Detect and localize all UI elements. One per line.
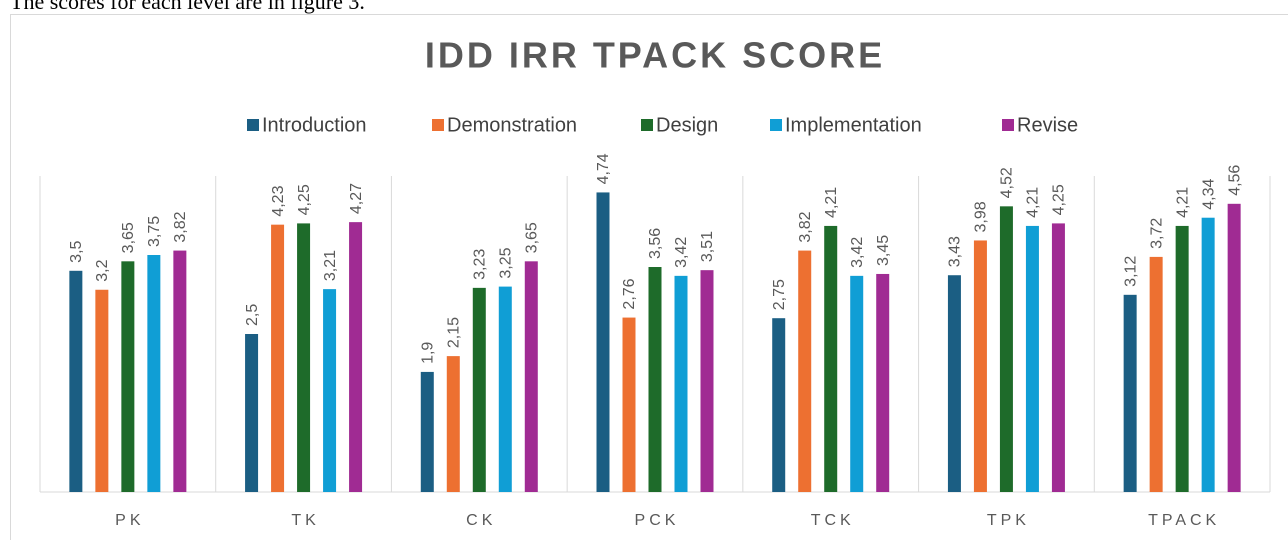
data-label: 3,42 <box>849 237 866 268</box>
bar <box>271 224 285 492</box>
legend-label: Demonstration <box>447 114 577 136</box>
data-label: 3,65 <box>524 222 541 253</box>
bar <box>1175 225 1189 493</box>
bar <box>297 223 311 492</box>
data-label: 4,74 <box>595 153 612 184</box>
bar <box>323 289 337 492</box>
data-label: 2,15 <box>446 317 463 348</box>
bar <box>850 275 864 492</box>
data-label: 1,9 <box>420 342 437 364</box>
data-label: 4,25 <box>1051 184 1068 215</box>
bar <box>420 371 434 492</box>
bar <box>121 261 135 492</box>
caption: The scores for each level are in figure … <box>10 0 365 14</box>
legend-label: Revise <box>1017 114 1078 136</box>
data-label: 3,98 <box>973 201 990 232</box>
x-tick-label: PK <box>115 512 144 529</box>
bar <box>1201 217 1215 492</box>
data-label: 4,52 <box>999 167 1016 198</box>
data-label: 4,34 <box>1200 178 1217 209</box>
data-label: 4,25 <box>296 184 313 215</box>
bar <box>1227 203 1241 493</box>
data-label: 4,21 <box>1174 187 1191 218</box>
data-label: 4,27 <box>348 183 365 214</box>
x-tick-label: PCK <box>635 512 680 529</box>
legend-label: Implementation <box>785 114 922 136</box>
bar <box>446 356 460 492</box>
bar <box>674 275 688 492</box>
data-label: 4,21 <box>823 187 840 218</box>
data-label: 2,75 <box>771 279 788 310</box>
data-label: 3,12 <box>1122 256 1139 287</box>
bar <box>947 275 961 492</box>
legend-swatch <box>1002 119 1014 131</box>
bar <box>824 225 838 493</box>
data-label: 4,21 <box>1025 187 1042 218</box>
data-label: 3,56 <box>647 228 664 259</box>
legend-swatch <box>432 119 444 131</box>
data-label: 3,25 <box>498 247 515 278</box>
bar <box>69 270 83 492</box>
x-tick-label: TPK <box>987 512 1030 529</box>
bar <box>524 261 538 492</box>
data-label: 3,45 <box>875 235 892 266</box>
data-label: 3,82 <box>797 211 814 242</box>
data-label: 3,42 <box>673 237 690 268</box>
bar <box>622 317 636 492</box>
bar <box>349 222 363 493</box>
bar <box>596 192 610 492</box>
bar <box>1149 256 1163 492</box>
x-tick-label: TK <box>291 512 319 529</box>
data-label: 2,76 <box>621 278 638 309</box>
data-label: 3,51 <box>699 231 716 262</box>
data-label: 3,23 <box>472 249 489 280</box>
x-tick-label: CK <box>466 512 496 529</box>
bar <box>498 286 512 492</box>
data-label: 3,21 <box>322 250 339 281</box>
data-label: 3,72 <box>1148 218 1165 249</box>
legend-swatch <box>247 119 259 131</box>
data-label: 3,2 <box>94 259 111 281</box>
bar <box>245 334 259 492</box>
x-tick-label: TPACK <box>1148 512 1220 529</box>
bar <box>1123 294 1137 492</box>
chart-title: IDD IRR TPACK SCORE <box>425 35 885 76</box>
bar <box>999 206 1013 492</box>
legend-swatch <box>770 119 782 131</box>
data-label: 3,65 <box>120 222 137 253</box>
data-label: 3,75 <box>146 216 163 247</box>
bar <box>700 270 714 492</box>
bar <box>472 287 486 492</box>
bar <box>1051 223 1065 492</box>
data-label: 4,56 <box>1226 165 1243 196</box>
data-label: 4,23 <box>270 185 287 216</box>
bar <box>648 267 662 492</box>
bar <box>973 240 987 492</box>
data-label: 2,5 <box>244 304 261 326</box>
bar <box>876 273 890 492</box>
bar <box>798 250 812 492</box>
bar <box>1025 225 1039 493</box>
bar <box>173 250 187 492</box>
data-label: 3,5 <box>68 240 85 262</box>
legend-swatch <box>641 119 653 131</box>
bar <box>95 289 109 492</box>
bar <box>147 255 161 492</box>
data-label: 3,82 <box>172 211 189 242</box>
data-label: 3,43 <box>947 236 964 267</box>
x-tick-label: TCK <box>811 512 855 529</box>
bar <box>772 318 786 492</box>
legend-label: Design <box>656 114 718 136</box>
legend-label: Introduction <box>262 114 367 136</box>
